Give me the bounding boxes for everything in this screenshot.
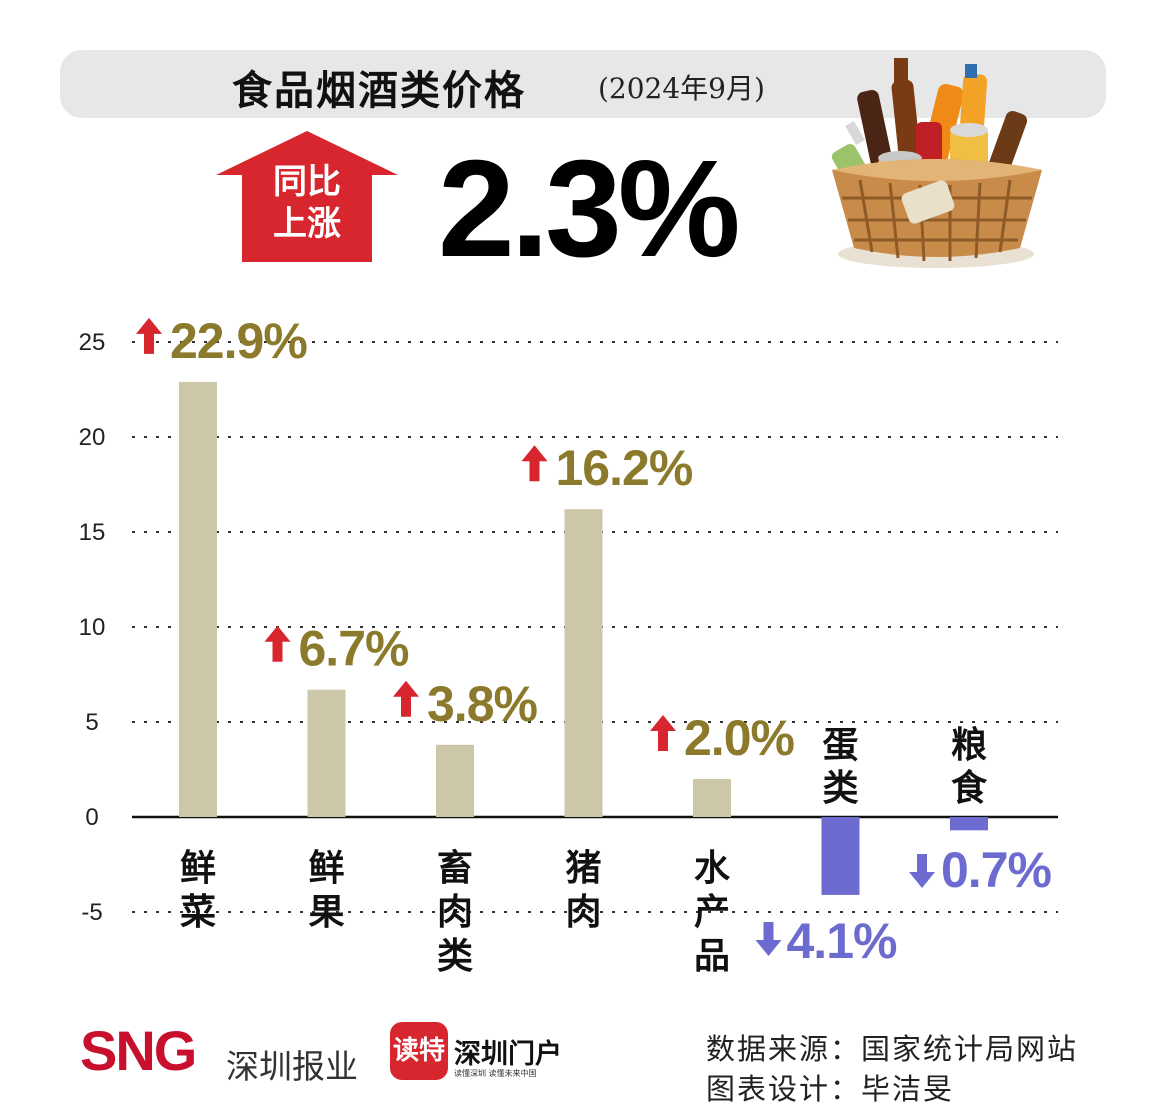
y-tick-label: -5 [81, 899, 102, 926]
bar [821, 817, 860, 895]
data-label: 4.1% [787, 913, 898, 969]
category-label: 肉 [565, 892, 601, 933]
portal-tagline: 读懂深圳 读懂未来中国 [454, 1069, 537, 1078]
bar [179, 381, 217, 817]
sng-logo: SNG [80, 1019, 197, 1082]
category-label: 猪 [565, 848, 601, 889]
bar [693, 779, 731, 817]
up-arrow-icon [393, 680, 419, 717]
y-tick-label: 25 [79, 329, 106, 356]
up-arrow-icon [650, 715, 676, 751]
badge-line1: 同比 [273, 162, 341, 202]
up-arrow-icon [521, 445, 548, 482]
category-label: 菜 [180, 892, 216, 933]
dute-logo: 读特 [390, 1022, 448, 1080]
bar [307, 689, 346, 817]
category-label: 鲜 [180, 848, 216, 889]
category-label: 粮 [951, 725, 987, 766]
page-title: 食品烟酒类价格 [232, 68, 526, 114]
bar [564, 509, 603, 817]
category-label: 品 [694, 936, 730, 977]
data-label: 3.8% [427, 676, 538, 732]
category-label: 水 [694, 848, 731, 889]
y-tick-label: 5 [85, 709, 98, 736]
up-arrow-badge-icon [216, 131, 398, 262]
bar [950, 817, 988, 831]
category-label: 食 [951, 768, 988, 809]
data-source: 数据来源：国家统计局网站 [706, 1032, 1079, 1066]
y-tick-label: 20 [79, 424, 106, 451]
data-label: 22.9% [170, 313, 307, 369]
down-arrow-icon [909, 854, 935, 888]
category-label: 鲜 [308, 848, 344, 889]
y-tick-label: 15 [79, 519, 106, 546]
drinks-basket-icon [831, 58, 1042, 268]
category-label: 果 [308, 892, 344, 933]
title-date: (2024年9月) [598, 72, 765, 105]
category-label: 畜 [437, 848, 473, 889]
data-label: 2.0% [684, 710, 795, 766]
y-tick-label: 10 [79, 614, 106, 641]
portal-logo: 深圳门户 [454, 1039, 562, 1070]
down-arrow-icon [755, 922, 782, 956]
headline-value: 2.3% [438, 132, 741, 286]
up-arrow-icon [136, 317, 162, 354]
category-label: 肉 [437, 892, 473, 933]
badge-line2: 上涨 [273, 204, 341, 244]
up-badge: 同比 上涨 [216, 131, 398, 262]
category-label: 类 [822, 768, 858, 809]
title-bar [60, 50, 1106, 118]
designer-credit: 图表设计：毕洁旻 [706, 1072, 955, 1106]
data-label: 0.7% [941, 842, 1052, 898]
data-label: 6.7% [299, 621, 410, 677]
bar [436, 744, 474, 817]
category-label: 产 [694, 892, 730, 933]
data-label: 16.2% [556, 440, 693, 496]
category-label: 蛋 [822, 725, 858, 766]
sng-name: 深圳报业 [226, 1047, 358, 1086]
up-arrow-icon [264, 625, 291, 662]
y-tick-label: 0 [85, 804, 98, 831]
category-label: 类 [437, 936, 473, 977]
